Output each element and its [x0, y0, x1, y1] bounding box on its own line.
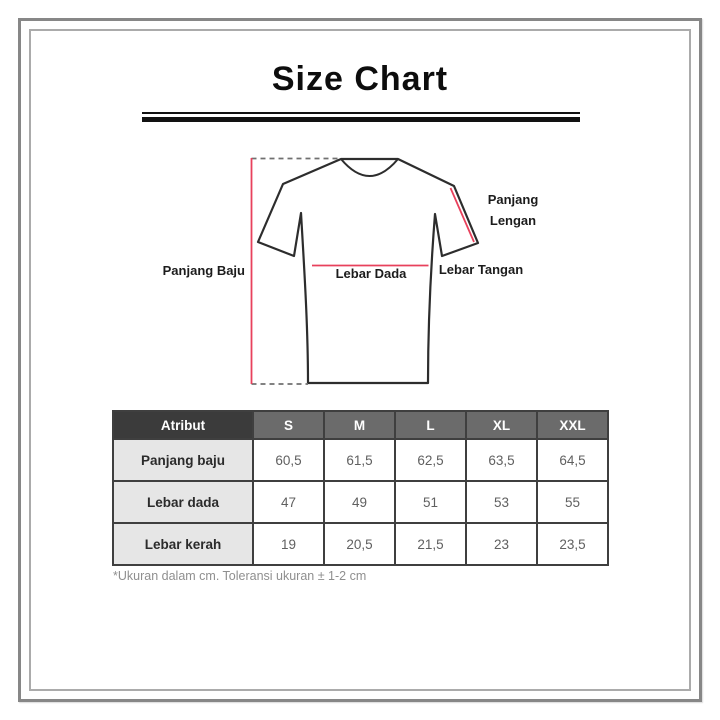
cell-lebar-dada-l: 51: [394, 480, 467, 524]
header-cell-xxl: XXL: [536, 410, 609, 440]
header-cell-atribut: Atribut: [112, 410, 254, 440]
neckline-curve: [340, 158, 399, 177]
cell-panjang-baju-xl: 63,5: [465, 438, 538, 482]
cell-panjang-baju-s: 60,5: [252, 438, 325, 482]
cell-panjang-baju-m: 61,5: [323, 438, 396, 482]
inner-frame-border: [29, 29, 691, 691]
row-label-panjang-baju: Panjang baju: [112, 438, 254, 482]
cell-panjang-baju-l: 62,5: [394, 438, 467, 482]
outer-frame-border: [18, 18, 702, 702]
table-row-panjang-baju: Panjang baju 60,5 61,5 62,5 63,5 64,5: [112, 438, 609, 482]
size-table: Atribut S M L XL XXL Panjang baju 60,5 6…: [112, 410, 609, 566]
cell-lebar-dada-s: 47: [252, 480, 325, 524]
cell-lebar-kerah-xl: 23: [465, 522, 538, 566]
title-divider-thick: [142, 117, 580, 122]
label-panjang-lengan-line1: Panjang: [487, 192, 539, 207]
cell-lebar-dada-m: 49: [323, 480, 396, 524]
cell-panjang-baju-xxl: 64,5: [536, 438, 609, 482]
table-row-lebar-dada: Lebar dada 47 49 51 53 55: [112, 480, 609, 524]
cell-lebar-dada-xxl: 55: [536, 480, 609, 524]
row-label-lebar-dada: Lebar dada: [112, 480, 254, 524]
row-label-lebar-kerah: Lebar kerah: [112, 522, 254, 566]
cell-lebar-kerah-m: 20,5: [323, 522, 396, 566]
label-panjang-lengan: Panjang Lengan: [463, 189, 563, 231]
cell-lebar-dada-xl: 53: [465, 480, 538, 524]
measure-line-panjang-lengan: [449, 187, 475, 243]
title-divider-thin: [142, 112, 580, 114]
table-row-lebar-kerah: Lebar kerah 19 20,5 21,5 23 23,5: [112, 522, 609, 566]
cell-lebar-kerah-l: 21,5: [394, 522, 467, 566]
header-cell-xl: XL: [465, 410, 538, 440]
page-title: Size Chart: [271, 60, 449, 98]
header-cell-m: M: [323, 410, 396, 440]
cell-lebar-kerah-s: 19: [252, 522, 325, 566]
label-panjang-lengan-line2: Lengan: [489, 213, 537, 228]
header-cell-l: L: [394, 410, 467, 440]
label-panjang-baju: Panjang Baju: [162, 263, 245, 278]
size-footnote: *Ukuran dalam cm. Toleransi ukuran ± 1-2…: [113, 569, 367, 583]
label-lebar-dada: Lebar Dada: [335, 266, 407, 281]
size-table-header-row: Atribut S M L XL XXL: [112, 410, 609, 440]
cell-lebar-kerah-xxl: 23,5: [536, 522, 609, 566]
tshirt-diagram: [250, 157, 480, 385]
tshirt-outline: [256, 157, 480, 385]
header-cell-s: S: [252, 410, 325, 440]
label-lebar-tangan: Lebar Tangan: [438, 262, 524, 277]
